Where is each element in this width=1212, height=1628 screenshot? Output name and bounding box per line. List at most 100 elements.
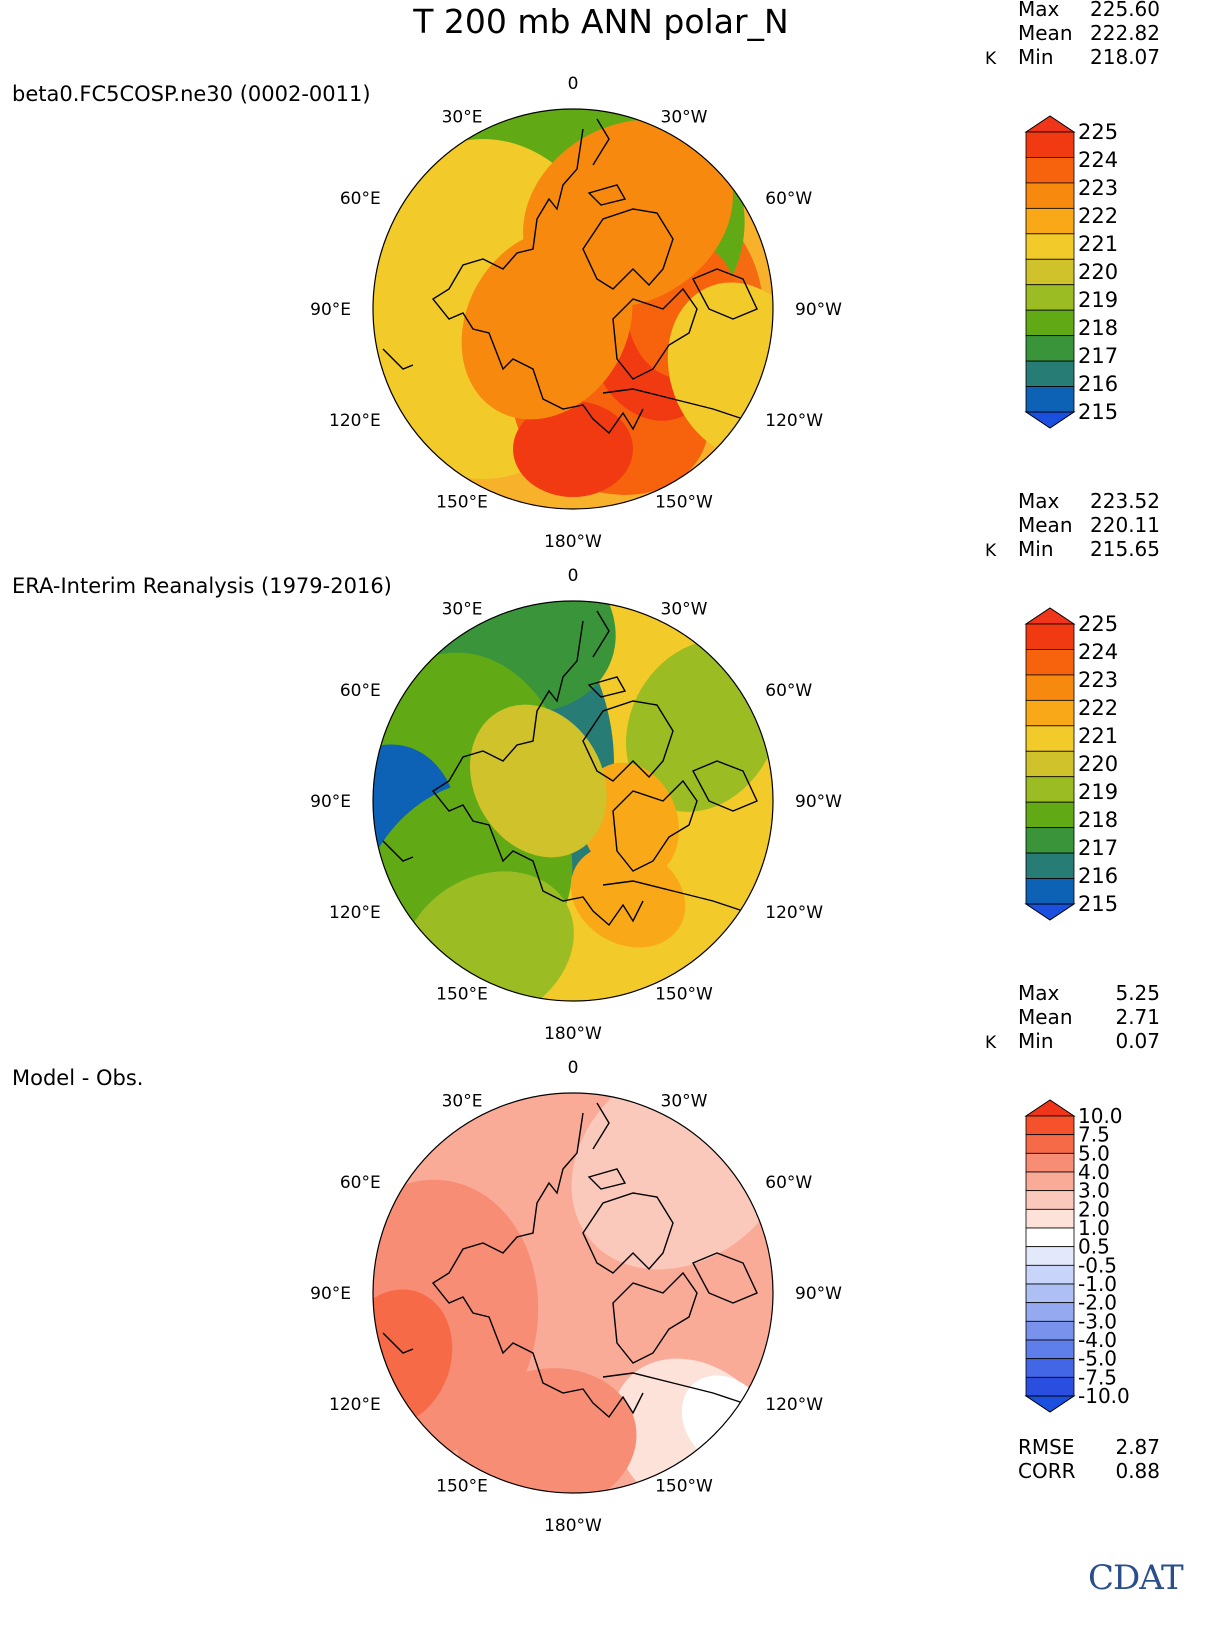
lon-60e: 60°E [340, 1173, 381, 1193]
colorbar-swatch [1025, 360, 1075, 387]
colorbar-tick-label: 221 [1078, 724, 1118, 748]
colorbar-tick-label: 218 [1078, 316, 1118, 340]
lon-90w: 90°W [795, 300, 842, 320]
stat-corr-label: CORR [1018, 1459, 1076, 1483]
colorbar-swatch [1025, 131, 1075, 158]
stat-mean-value: 220.11 [1090, 513, 1160, 537]
colorbar-swatch [1025, 1227, 1075, 1248]
lon-0: 0 [568, 74, 579, 94]
panel-title: ERA-Interim Reanalysis (1979-2016) [12, 574, 392, 598]
colorbar-tick-label: 10.0 [1078, 1104, 1123, 1128]
lon-150w: 150°W [655, 492, 713, 512]
colorbar-tick-label: -3.0 [1078, 1309, 1117, 1333]
colorbar-tick-label: -7.5 [1078, 1365, 1117, 1389]
lon-30e: 30°E [442, 1092, 483, 1112]
lon-180w: 180°W [544, 1024, 602, 1044]
colorbar-swatch [1025, 827, 1075, 854]
lon-150e: 150°E [436, 984, 488, 1004]
lon-90w: 90°W [795, 1284, 842, 1304]
colorbar-tick-label: 7.5 [1078, 1123, 1110, 1147]
coastline [382, 840, 414, 862]
colorbar-tick-label: -10.0 [1078, 1384, 1130, 1408]
coastline [592, 610, 610, 658]
stat-units: K [985, 541, 997, 561]
coastline [602, 388, 744, 420]
lon-120w: 120°W [765, 903, 823, 923]
colorbar-swatch [1025, 649, 1075, 676]
colorbar-swatch [1025, 1246, 1075, 1266]
map-field [373, 601, 773, 1001]
colorbar-tick-label: 223 [1078, 668, 1118, 692]
colorbar-tick-label: 4.0 [1078, 1160, 1110, 1184]
colorbar-tick-label: 5.0 [1078, 1141, 1110, 1165]
stat-min-value: 215.65 [1090, 537, 1160, 561]
lon-90e: 90°E [310, 792, 351, 812]
coastline [382, 348, 414, 370]
colorbar-swatch [1025, 750, 1075, 778]
coastline [612, 287, 698, 380]
field-patch [667, 282, 773, 459]
colorbar-tick-label: 216 [1078, 372, 1118, 396]
colorbar-swatch [1025, 725, 1075, 752]
colorbar-swatch [1025, 157, 1075, 184]
colorbar-tick-label: 224 [1078, 640, 1118, 664]
stat-min-label: Min [1018, 45, 1054, 69]
colorbar-tick-label: -1.0 [1078, 1272, 1117, 1296]
colorbar-tick-label: 1.0 [1078, 1216, 1110, 1240]
colorbar-tick-label: 219 [1078, 780, 1118, 804]
field-patch [373, 1289, 453, 1427]
coastline [592, 1102, 610, 1150]
colorbar-tick-label: -4.0 [1078, 1328, 1117, 1352]
stat-mean-label: Mean [1018, 513, 1073, 537]
lon-0: 0 [568, 566, 579, 586]
colorbar: 225 224 223 222 221 220 219 218 217 216 215 [1024, 607, 1118, 921]
stat-corr-value: 0.88 [1115, 1459, 1160, 1483]
colorbar-tick-label: 222 [1078, 204, 1118, 228]
colorbar-tick-label: 224 [1078, 148, 1118, 172]
panel-1: beta0.FC5COSP.ne30 (0002-0011) 0 30°E 30°W 6… [12, 0, 1160, 552]
colorbar: 10.07.55.04.03.02.01.00.5-0.5-1.0-2.0-3.… [1024, 1099, 1130, 1413]
colorbar-tick-label: 222 [1078, 696, 1118, 720]
stat-max-value: 223.52 [1090, 489, 1160, 513]
lon-0: 0 [568, 1058, 579, 1078]
lon-150w: 150°W [655, 984, 713, 1004]
coastline [592, 118, 610, 166]
coastline [431, 128, 644, 435]
colorbar-swatch [1025, 1376, 1075, 1397]
lon-60w: 60°W [765, 1173, 812, 1193]
lon-60w: 60°W [765, 189, 812, 209]
colorbar-under-arrow [1024, 903, 1076, 921]
colorbar-swatch [1025, 386, 1075, 413]
coastline [587, 184, 627, 206]
colorbar-tick-label: 223 [1078, 176, 1118, 200]
lon-30e: 30°E [442, 600, 483, 620]
colorbar-tick-label: -0.5 [1078, 1253, 1117, 1277]
panel-title: beta0.FC5COSP.ne30 (0002-0011) [12, 82, 371, 106]
coastline [587, 676, 627, 698]
stat-max-value: 5.25 [1115, 981, 1160, 1005]
colorbar-swatch [1025, 623, 1075, 650]
colorbar-swatch [1025, 1264, 1075, 1285]
colorbar-tick-label: 220 [1078, 260, 1118, 284]
stat-rmse-value: 2.87 [1115, 1435, 1160, 1459]
stat-units: K [985, 1033, 997, 1053]
lon-150w: 150°W [655, 1476, 713, 1496]
coastline [431, 620, 644, 927]
colorbar-tick-label: 225 [1078, 612, 1118, 636]
panel-title: Model - Obs. [12, 1066, 143, 1090]
stat-mean-label: Mean [1018, 21, 1073, 45]
lon-120e: 120°E [329, 903, 381, 923]
colorbar-swatch [1025, 776, 1075, 803]
colorbar-swatch [1025, 233, 1075, 260]
colorbar-swatch [1025, 1302, 1075, 1322]
colorbar-swatch [1025, 699, 1075, 727]
coastline [602, 880, 744, 912]
stat-rmse-label: RMSE [1018, 1435, 1074, 1459]
colorbar-tick-label: 2.0 [1078, 1197, 1110, 1221]
colorbar-tick-label: 217 [1078, 344, 1118, 368]
colorbar-swatch [1025, 801, 1075, 829]
colorbar-swatch [1025, 1283, 1075, 1304]
lon-150e: 150°E [436, 492, 488, 512]
colorbar-under-arrow [1024, 1395, 1076, 1413]
